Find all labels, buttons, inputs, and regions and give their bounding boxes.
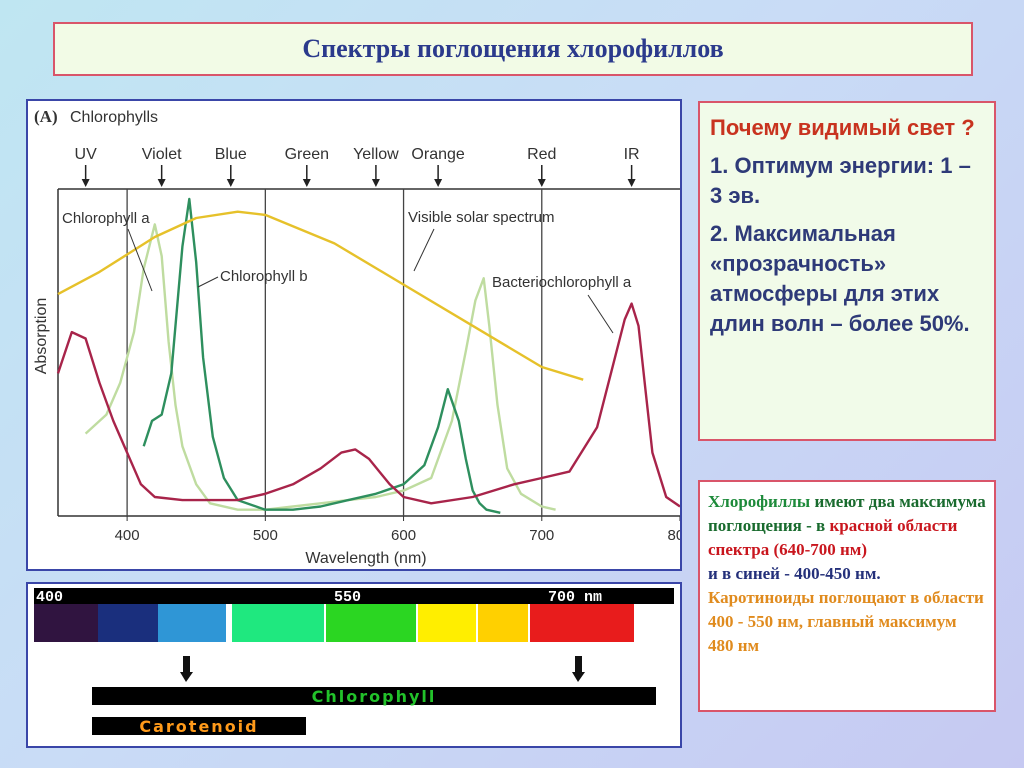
spectrum-band-panel: 400 550 700 nm Chlorophyll Carotenoid <box>26 582 682 748</box>
annotation-chlorophyll-b: Chlorophyll b <box>220 268 308 285</box>
spectrum-color-block-2 <box>158 604 226 642</box>
region-arrowhead-orange <box>434 179 443 187</box>
region-label-green: Green <box>285 146 329 163</box>
annotation-bacteriochlorophyll-a: Bacteriochlorophyll a <box>492 274 632 291</box>
info-carotenoids: Каротиноиды поглощают в области 400 - 55… <box>708 588 984 655</box>
chlorophyll-bar-label: Chlorophyll <box>312 687 437 706</box>
panel-label: (A) <box>34 107 58 126</box>
region-label-blue: Blue <box>215 146 247 163</box>
region-label-uv: UV <box>75 146 98 163</box>
spectrum-band: 400 550 700 nm Chlorophyll Carotenoid <box>34 588 674 736</box>
annotation-leader-3 <box>587 294 614 334</box>
x-tick-label-600: 600 <box>391 527 416 544</box>
annotation-leader-0 <box>127 228 153 292</box>
region-label-yellow: Yellow <box>353 146 399 163</box>
band-arrow-head-0 <box>180 672 193 682</box>
region-arrowhead-yellow <box>371 179 380 187</box>
series-line-chlorophyll-a <box>84 223 556 511</box>
scale-label-0: 400 <box>36 589 63 606</box>
spectrum-color-block-0 <box>34 604 98 642</box>
x-axis-label: Wavelength (nm) <box>305 550 426 567</box>
band-arrow-shaft-1 <box>575 656 582 674</box>
band-arrow-head-1 <box>572 672 585 682</box>
spectrum-color-block-6 <box>478 604 528 642</box>
spectrum-color-block-1 <box>98 604 158 642</box>
why-point-2: 2. Максимальная «прозрачность» атмосферы… <box>710 221 970 336</box>
scale-strip <box>34 588 674 604</box>
absorption-chart: (A) Chlorophylls Wavelength (nm) Absorpt… <box>33 107 680 567</box>
info-two-maxima: имеют два максимума поглощения - в <box>708 492 986 535</box>
scale-label-2: 700 nm <box>548 589 602 606</box>
absorption-chart-panel: (A) Chlorophylls Wavelength (nm) Absorpt… <box>26 99 682 571</box>
region-arrowhead-green <box>302 179 311 187</box>
region-label-violet: Violet <box>142 146 182 163</box>
region-label-red: Red <box>527 146 556 163</box>
info-chlorophylls-word: Хлорофиллы <box>708 492 811 511</box>
region-label-ir: IR <box>624 146 640 163</box>
series-line-visible-solar-spectrum <box>57 210 584 381</box>
info-red-region: красной области спектра (640-700 нм) <box>708 516 958 559</box>
scale-label-1: 550 <box>334 589 361 606</box>
carotenoid-bar <box>92 717 306 735</box>
annotation-visible-solar-spectrum: Visible solar spectrum <box>408 209 554 226</box>
region-arrowhead-violet <box>157 179 166 187</box>
y-axis-label: Absorption <box>33 298 50 375</box>
annotation-leader-2 <box>413 228 435 272</box>
x-tick-label-500: 500 <box>253 527 278 544</box>
region-arrowhead-uv <box>81 179 90 187</box>
slide-title: Спектры поглощения хлорофиллов <box>53 22 973 76</box>
region-label-orange: Orange <box>411 146 464 163</box>
x-tick-label-800: 800 <box>667 527 680 544</box>
chlorophyll-bar <box>92 687 656 705</box>
carotenoid-bar-label: Carotenoid <box>139 717 258 736</box>
spectrum-color-block-3 <box>232 604 324 642</box>
annotation-chlorophyll-a: Chlorophyll a <box>62 210 150 227</box>
x-tick-label-400: 400 <box>115 527 140 544</box>
band-arrow-shaft-0 <box>183 656 190 674</box>
slide-title-text: Спектры поглощения хлорофиллов <box>302 34 724 63</box>
why-question: Почему видимый свет ? <box>710 115 975 140</box>
spectrum-color-block-7 <box>530 604 634 642</box>
spectrum-color-block-5 <box>418 604 476 642</box>
spectrum-color-block-4 <box>326 604 416 642</box>
why-point-1: 1. Оптимум энергии: 1 – 3 эв. <box>710 153 971 208</box>
series-line-chlorophyll-b <box>142 197 501 514</box>
info-blue-region: и в синей - 400-450 нм. <box>708 564 881 583</box>
annotation-leader-1 <box>197 276 219 288</box>
chart-title: Chlorophylls <box>70 109 158 126</box>
chlorophyll-info-box: Хлорофиллы имеют два максимума поглощени… <box>698 480 996 712</box>
region-arrowhead-red <box>537 179 546 187</box>
x-tick-label-700: 700 <box>529 527 554 544</box>
region-arrowhead-blue <box>226 179 235 187</box>
series-line-bacteriochlorophyll-a <box>56 302 680 508</box>
why-visible-light-box: Почему видимый свет ? 1. Оптимум энергии… <box>698 101 996 441</box>
region-arrowhead-ir <box>627 179 636 187</box>
